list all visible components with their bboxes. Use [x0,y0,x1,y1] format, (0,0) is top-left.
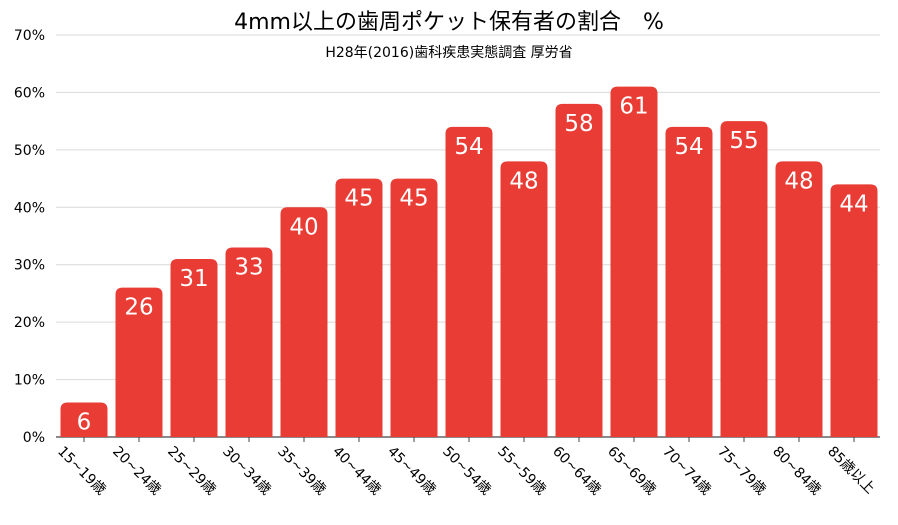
x-axis-ticks: 15~19歳 20~24歳 25~29歳 30~34歳 35~39歳 40~44歳 45~4… [54,437,878,498]
bar-value-label: 58 [564,111,593,137]
y-axis-ticks: 0% 10% 20% 30% 40% 50% 60% 70% [14,28,45,446]
x-tick-label: 85歳以上 [824,444,878,498]
y-tick-label: 50% [14,143,45,159]
y-tick-label: 0% [23,430,45,446]
x-tick-label: 75~79歳 [714,444,769,499]
bar [665,126,713,437]
bars [60,86,878,438]
bar [225,247,273,437]
bar [775,161,823,438]
x-tick-label: 45~49歳 [384,444,439,499]
bar [335,178,383,438]
y-tick-label: 60% [14,85,45,101]
bar-value-label: 48 [784,168,813,194]
x-tick-label: 35~39歳 [274,444,329,499]
y-tick-label: 30% [14,258,45,274]
x-tick-label: 40~44歳 [329,444,384,499]
x-tick-label: 15~19歳 [54,444,109,499]
x-tick-label: 20~24歳 [109,444,164,499]
x-tick-label: 60~64歳 [549,444,604,499]
bar-value-label: 44 [839,191,868,217]
bar-value-labels: 6 26 31 33 40 45 45 54 48 58 61 54 55 48 44 [77,94,869,436]
chart-subtitle: H28年(2016)歯科疾患実態調査 厚労省 [325,45,573,61]
bar [500,161,548,438]
bar [390,178,438,438]
x-tick-label: 25~29歳 [164,444,219,499]
bar-value-label: 40 [289,214,318,240]
bar [115,287,163,437]
x-tick-label: 70~74歳 [659,444,714,499]
bar [445,126,493,437]
bar [720,121,768,438]
bar-value-label: 54 [454,134,483,160]
y-tick-label: 40% [14,200,45,216]
bar-value-label: 6 [77,410,92,436]
bar-value-label: 61 [619,94,648,120]
y-tick-label: 10% [14,373,45,389]
y-tick-label: 20% [14,315,45,331]
bar-value-label: 45 [344,186,373,212]
bar-value-label: 26 [124,295,153,321]
bar-value-label: 48 [509,168,538,194]
bar [555,103,603,438]
bar-value-label: 45 [399,186,428,212]
x-tick-label: 80~84歳 [769,444,824,499]
bar-value-label: 33 [234,254,263,280]
bar [830,184,878,437]
bar [60,402,108,437]
x-tick-label: 55~59歳 [494,444,549,499]
bar-value-label: 31 [179,266,208,292]
chart-title: 4mm以上の歯周ポケット保有者の割合 % [234,10,664,35]
bar-value-label: 54 [674,134,703,160]
bar [280,207,328,437]
x-tick-label: 30~34歳 [219,444,274,499]
x-tick-label: 65~69歳 [604,444,659,499]
bar-value-label: 55 [729,128,758,154]
x-tick-label: 50~54歳 [439,444,494,499]
bar [610,86,658,437]
bar [170,258,218,437]
y-tick-label: 70% [14,28,45,44]
